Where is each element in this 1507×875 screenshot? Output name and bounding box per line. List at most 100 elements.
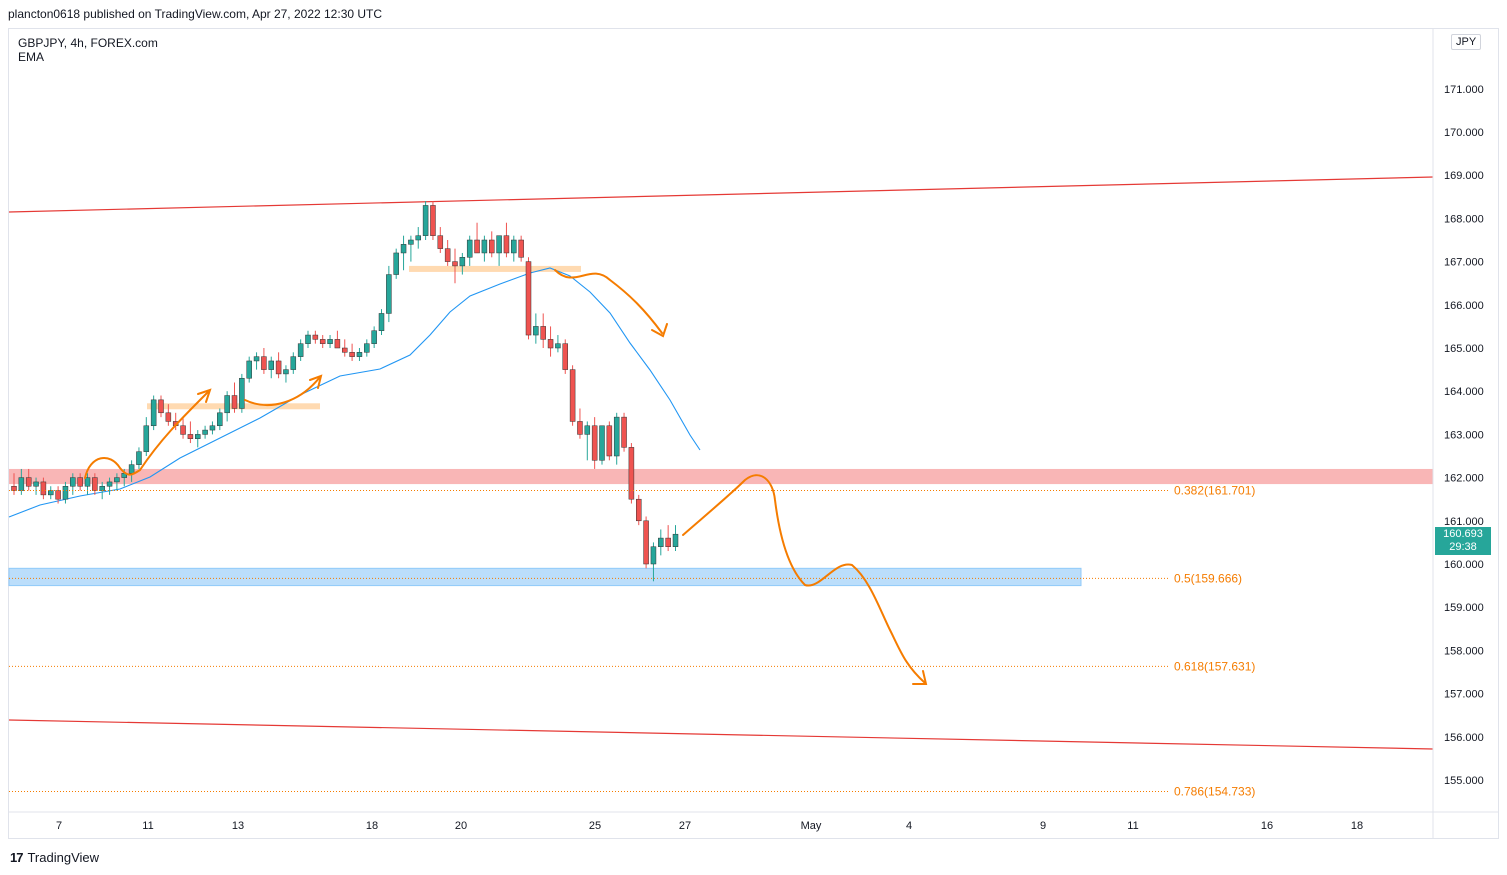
candle-body bbox=[84, 477, 91, 487]
candle-body bbox=[92, 477, 98, 491]
candle-body bbox=[217, 412, 223, 427]
candle-body bbox=[70, 477, 76, 487]
candle-body bbox=[503, 235, 510, 254]
candle-body bbox=[422, 205, 429, 236]
price-tick-label: 168.000 bbox=[1444, 213, 1484, 225]
candle-body bbox=[621, 416, 627, 448]
candle-body bbox=[525, 261, 532, 336]
candle-body bbox=[246, 360, 252, 379]
time-tick-label: 7 bbox=[56, 820, 62, 832]
candle-body bbox=[658, 537, 664, 547]
price-tick-label: 155.000 bbox=[1444, 775, 1484, 787]
trend-arrow bbox=[309, 374, 323, 389]
candle-body bbox=[577, 421, 583, 435]
candle-body bbox=[128, 464, 135, 474]
currency-badge[interactable]: JPY bbox=[1451, 34, 1482, 50]
trend-arrow bbox=[244, 376, 321, 407]
trend-arrow bbox=[84, 391, 209, 479]
candle-body bbox=[599, 425, 605, 461]
indicator-label: EMA bbox=[18, 50, 45, 64]
candle-body bbox=[62, 485, 69, 500]
price-tick-label: 163.000 bbox=[1444, 429, 1484, 441]
candle-body bbox=[386, 274, 392, 314]
candle-body bbox=[195, 434, 201, 439]
candle-body bbox=[312, 334, 319, 340]
candle-body bbox=[444, 248, 451, 262]
candle-body bbox=[253, 356, 260, 362]
brand-name: TradingView bbox=[27, 850, 100, 865]
price-tick-label: 167.000 bbox=[1444, 257, 1484, 269]
lines-layer bbox=[8, 176, 1434, 750]
candle-body bbox=[106, 481, 113, 487]
time-tick-label: 27 bbox=[679, 820, 691, 832]
candle-body bbox=[48, 490, 54, 496]
candle-body bbox=[283, 369, 289, 375]
chart-legend: GBPJPY, 4h, FOREX.com EMA bbox=[18, 36, 158, 64]
price-tick-label: 156.000 bbox=[1444, 732, 1484, 744]
fib-label: 0.5(159.666) bbox=[1174, 571, 1242, 585]
candle-body bbox=[481, 239, 488, 254]
supply-zone bbox=[9, 468, 1433, 485]
price-tick-label: 159.000 bbox=[1444, 602, 1484, 614]
candle-body bbox=[628, 447, 635, 500]
candle-body bbox=[77, 477, 83, 487]
candle-body bbox=[25, 477, 32, 487]
trend-arrow bbox=[554, 269, 663, 334]
candle-body bbox=[268, 360, 274, 370]
candle-body bbox=[650, 546, 657, 565]
price-tick-label: 169.000 bbox=[1444, 170, 1484, 182]
footer-brand[interactable]: 17 TradingView bbox=[10, 850, 99, 865]
candle-body bbox=[606, 425, 613, 457]
candle-body bbox=[305, 334, 311, 344]
bar-countdown: 29:38 bbox=[1449, 541, 1477, 553]
candle-body bbox=[547, 339, 554, 349]
candle-body bbox=[393, 252, 399, 275]
price-axis: 155.000 156.000 157.000 158.000 159.000 160.0… bbox=[1432, 29, 1484, 839]
candle-body bbox=[665, 537, 671, 547]
candle-body bbox=[511, 239, 517, 254]
trend-arrow bbox=[197, 388, 212, 403]
tradingview-logo-icon: 17 bbox=[10, 850, 24, 865]
channel-lower-line bbox=[8, 719, 1434, 750]
candle-body bbox=[437, 235, 444, 249]
price-tick-label: 162.000 bbox=[1444, 473, 1484, 485]
candle-body bbox=[474, 239, 480, 254]
candle-body bbox=[231, 395, 238, 409]
candle-body bbox=[55, 490, 61, 500]
price-tick-label: 158.000 bbox=[1444, 645, 1484, 657]
candle-body bbox=[356, 352, 363, 357]
time-tick-label: 9 bbox=[1040, 820, 1046, 832]
candle-body bbox=[342, 347, 348, 353]
candle-body bbox=[33, 481, 39, 487]
candle-body bbox=[150, 399, 157, 427]
candle-body bbox=[261, 356, 267, 370]
candle-body bbox=[224, 395, 230, 414]
price-tick-label: 157.000 bbox=[1444, 689, 1484, 701]
fib-label: 0.618(157.631) bbox=[1174, 659, 1255, 673]
candle-body bbox=[378, 313, 385, 331]
candle-body bbox=[334, 339, 341, 349]
price-tick-label: 171.000 bbox=[1444, 84, 1484, 96]
candle-body bbox=[400, 244, 407, 254]
candle-body bbox=[136, 451, 142, 465]
fib-label: 0.786(154.733) bbox=[1174, 785, 1255, 799]
time-tick-label: 11 bbox=[142, 820, 153, 832]
candle-body bbox=[209, 425, 216, 431]
candles-layer bbox=[11, 201, 679, 582]
candle-body bbox=[518, 239, 524, 258]
candle-body bbox=[239, 377, 245, 409]
candle-body bbox=[466, 239, 473, 258]
candle-body bbox=[496, 235, 502, 254]
candle-body bbox=[158, 399, 164, 414]
candle-body bbox=[489, 239, 495, 254]
time-tick-label: 20 bbox=[455, 820, 467, 832]
price-tick-label: 170.000 bbox=[1444, 127, 1484, 139]
candle-body bbox=[165, 412, 172, 422]
time-tick-label: 13 bbox=[232, 820, 244, 832]
candle-body bbox=[290, 356, 297, 370]
trend-arrow bbox=[912, 670, 928, 685]
price-tick-label: 161.000 bbox=[1444, 516, 1484, 528]
candle-body bbox=[202, 429, 208, 435]
candle-body bbox=[643, 520, 649, 565]
